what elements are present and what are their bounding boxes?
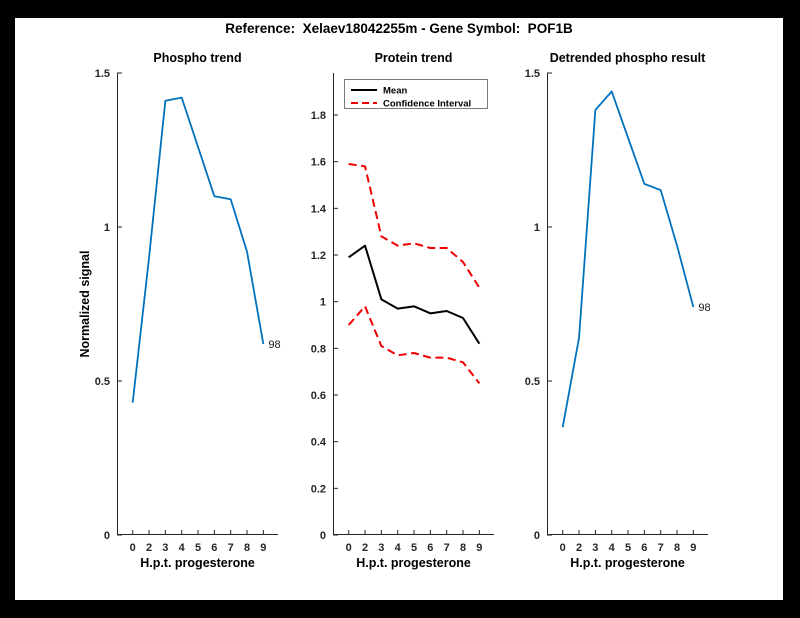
series-line: [561, 90, 695, 428]
x-tick-label: 4: [395, 542, 402, 554]
plot2-x-axis-label: H.p.t. progesterone: [356, 556, 471, 570]
y-tick-label: 1.5: [525, 68, 540, 80]
x-tick-label: 2: [146, 542, 152, 554]
x-tick-label: 5: [625, 542, 631, 554]
x-tick-label: 5: [411, 542, 417, 554]
y-tick-label: 1.2: [311, 250, 326, 262]
series-line: [348, 163, 481, 289]
y-tick-label: 0.5: [95, 376, 110, 388]
x-tick-label: 5: [195, 542, 201, 554]
x-tick-label: 8: [460, 542, 466, 554]
y-tick-label: 1: [534, 222, 540, 234]
plot3-x-axis-label: H.p.t. progesterone: [570, 556, 685, 570]
x-tick-label: 8: [674, 542, 680, 554]
figure-title: Reference: Xelaev18042255m - Gene Symbol…: [225, 21, 573, 36]
y-tick-label: 0.4: [311, 437, 327, 449]
x-tick-label: 3: [162, 542, 168, 554]
x-tick-label: 7: [228, 542, 234, 554]
chart-2: 0 2 3 4 5 6 7 8 900.20.40.60.811.21.41.61.8MeanC…: [311, 73, 494, 554]
y-tick-label: 1.5: [95, 68, 110, 80]
y-tick-label: 0: [534, 530, 540, 542]
x-tick-label: 6: [641, 542, 647, 554]
endpoint-annotation: 98: [268, 339, 280, 351]
plot3-title: Detrended phospho result: [549, 51, 706, 65]
legend-entry-label: Mean: [383, 86, 407, 97]
y-tick-label: 0.2: [311, 483, 326, 495]
y-tick-label: 1.4: [311, 203, 327, 215]
y-tick-label: 0: [104, 530, 110, 542]
x-tick-label: 9: [260, 542, 266, 554]
y-tick-label: 0.5: [525, 376, 540, 388]
endpoint-annotation: 98: [698, 302, 710, 314]
x-tick-label: 0: [130, 542, 136, 554]
y-tick-label: 0.6: [311, 390, 326, 402]
y-axis-label: Normalized signal: [78, 250, 92, 358]
y-tick-label: 0.8: [311, 343, 326, 355]
x-tick-label: 2: [576, 542, 582, 554]
legend: Mean Confidence Interval: [344, 79, 488, 110]
legend-entry-label: Confidence Interval: [383, 99, 471, 110]
y-tick-label: 1: [320, 297, 326, 309]
series-line: [347, 305, 481, 384]
chart-3: 0 2 3 4 5 6 7 8 900.511.598: [525, 68, 711, 554]
x-tick-label: 7: [444, 542, 450, 554]
x-tick-label: 6: [211, 542, 217, 554]
x-tick-label: 0: [560, 542, 566, 554]
y-tick-label: 1.6: [311, 157, 326, 169]
x-tick-label: 3: [378, 542, 384, 554]
x-tick-label: 3: [592, 542, 598, 554]
y-tick-label: 1.8: [311, 110, 326, 122]
x-tick-label: 6: [427, 542, 433, 554]
plot1-title: Phospho trend: [153, 51, 242, 65]
x-tick-label: 8: [244, 542, 250, 554]
plot2-title: Protein trend: [374, 51, 453, 65]
plot1-x-axis-label: H.p.t. progesterone: [140, 556, 255, 570]
x-tick-label: 4: [179, 542, 186, 554]
x-tick-label: 7: [658, 542, 664, 554]
series-line: [348, 244, 481, 345]
x-tick-label: 9: [690, 542, 696, 554]
x-tick-label: 9: [476, 542, 482, 554]
x-tick-label: 2: [362, 542, 368, 554]
series-line: [131, 96, 265, 403]
y-tick-label: 1: [104, 222, 110, 234]
y-tick-label: 0: [320, 530, 326, 542]
x-tick-label: 4: [609, 542, 616, 554]
x-tick-label: 0: [346, 542, 352, 554]
chart-1: 0 2 3 4 5 6 7 8 900.511.598: [95, 68, 281, 554]
